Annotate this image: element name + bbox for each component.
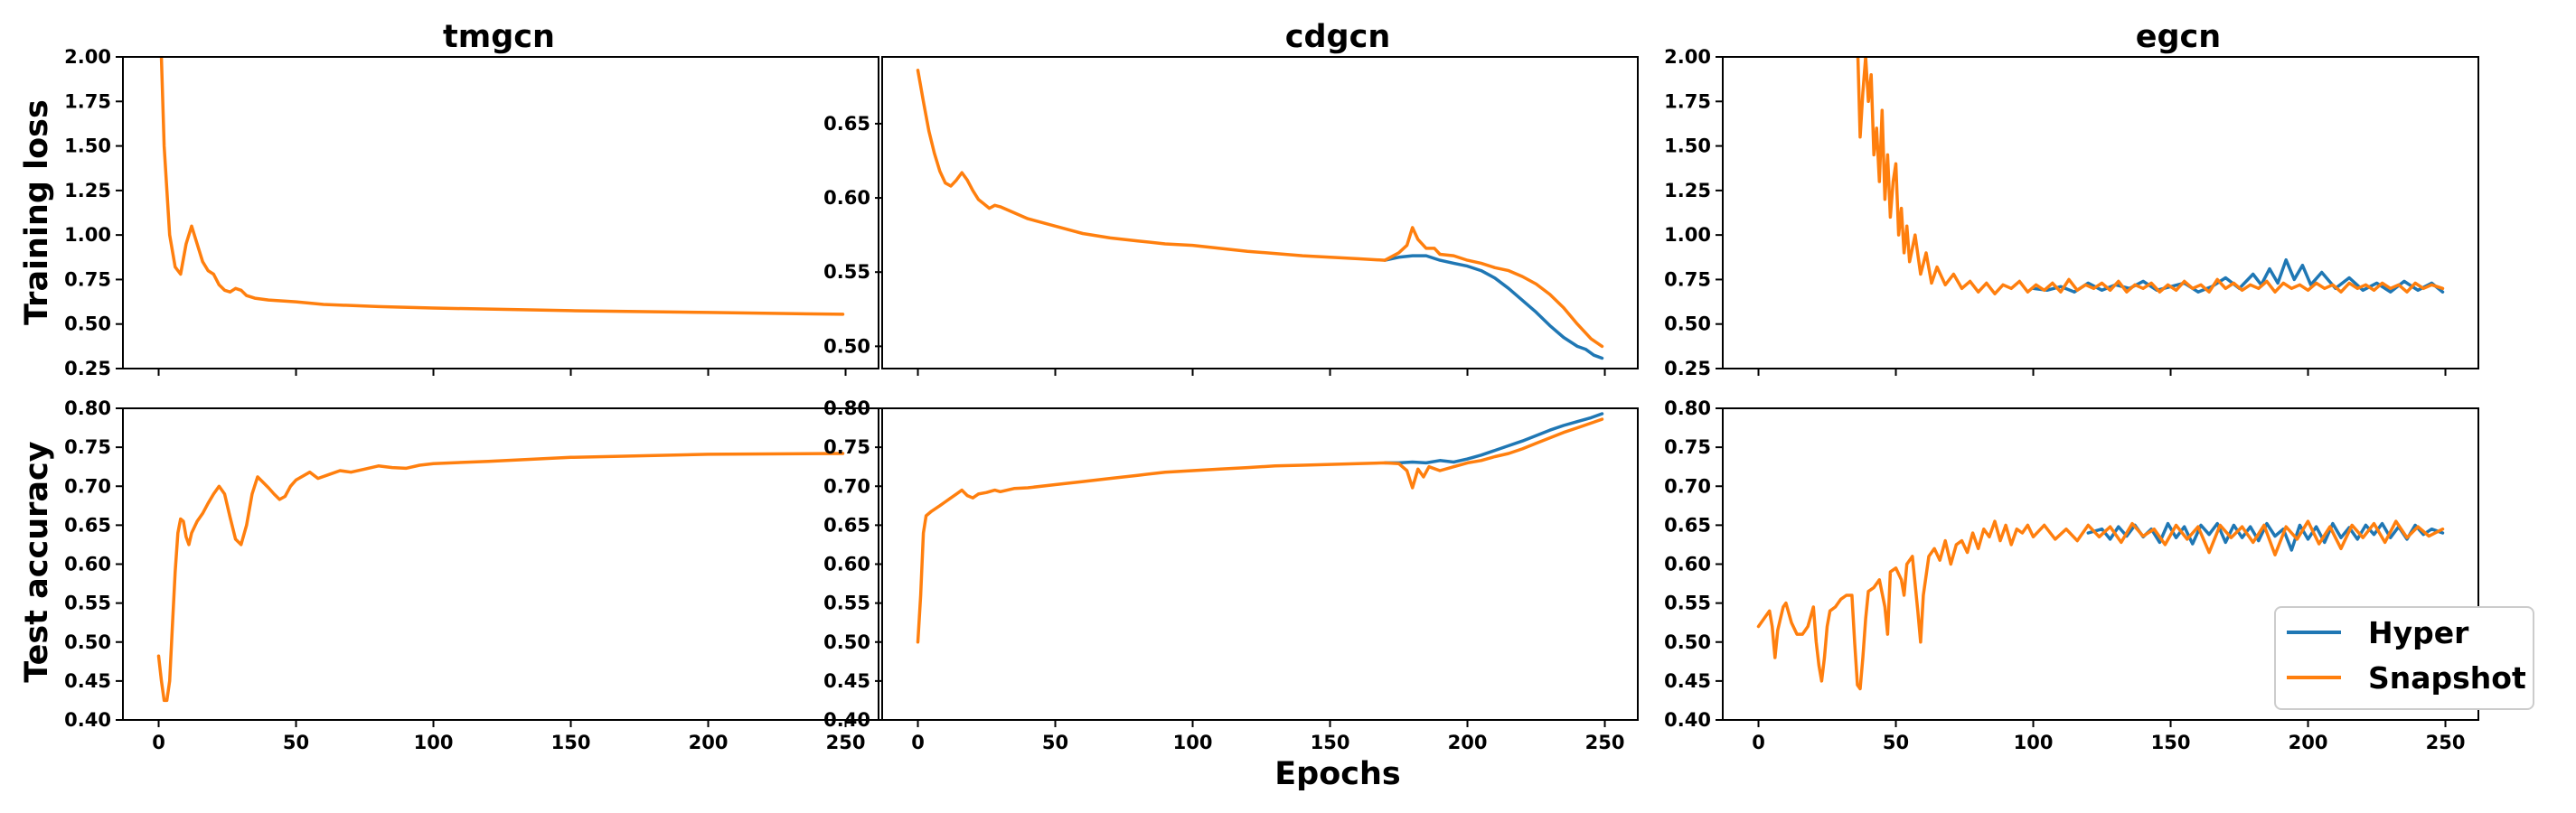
ytick-label-egcn-loss: 1.25 bbox=[1664, 180, 1711, 201]
series-line-cdgcn-loss-hyper bbox=[1383, 254, 1604, 360]
xtick-label-tmgcn-acc: 250 bbox=[826, 732, 866, 753]
ytick-label-cdgcn-acc: 0.65 bbox=[823, 514, 870, 536]
ytick-label-cdgcn-loss: 0.55 bbox=[823, 261, 870, 283]
ytick-label-tmgcn-acc: 0.55 bbox=[64, 593, 111, 614]
ytick-label-cdgcn-acc: 0.45 bbox=[823, 670, 870, 692]
ytick-label-cdgcn-acc: 0.70 bbox=[823, 475, 870, 497]
ytick-label-tmgcn-loss: 2.00 bbox=[64, 46, 111, 68]
panel-cdgcn-loss: 0.50 0.55 0.60 0.65 bbox=[823, 56, 1639, 376]
panel-tmgcn-acc: 0.40 0.45 0.50 0.55 0.60 0.65 0.70 0.75 0.80 0 50 1… bbox=[64, 397, 879, 753]
xtick-label-tmgcn-acc: 200 bbox=[689, 732, 729, 753]
xtick-label-cdgcn-acc: 50 bbox=[1042, 732, 1068, 753]
series-line-egcn-loss-snapshot bbox=[1856, 57, 2445, 295]
ytick-label-tmgcn-loss: 1.75 bbox=[64, 90, 111, 112]
ytick-label-egcn-acc: 0.40 bbox=[1664, 709, 1711, 731]
axes-frame-egcn-loss bbox=[1722, 56, 2479, 369]
figure-xlabel: Epochs bbox=[1274, 756, 1401, 792]
ytick-label-tmgcn-loss: 1.50 bbox=[64, 136, 111, 157]
ytick-label-egcn-loss: 1.75 bbox=[1664, 90, 1711, 112]
ytick-label-egcn-acc: 0.50 bbox=[1664, 631, 1711, 653]
xtick-label-egcn-acc: 150 bbox=[2151, 732, 2191, 753]
xtick-label-egcn-acc: 100 bbox=[2014, 732, 2054, 753]
xtick-label-egcn-acc: 0 bbox=[1752, 732, 1765, 753]
ytick-label-cdgcn-acc: 0.60 bbox=[823, 554, 870, 575]
row-label-training-loss: Training loss bbox=[19, 99, 55, 325]
ytick-label-tmgcn-loss: 0.50 bbox=[64, 313, 111, 335]
panel-title-cdgcn: cdgcn bbox=[1285, 19, 1391, 55]
series-group-cdgcn-acc bbox=[916, 412, 1604, 644]
ytick-label-egcn-loss: 0.25 bbox=[1664, 358, 1711, 379]
ytick-label-tmgcn-acc: 0.45 bbox=[64, 670, 111, 692]
ytick-label-tmgcn-acc: 0.70 bbox=[64, 475, 111, 497]
ytick-label-egcn-acc: 0.65 bbox=[1664, 514, 1711, 536]
xtick-label-egcn-acc: 50 bbox=[1883, 732, 1909, 753]
ytick-label-cdgcn-loss: 0.65 bbox=[823, 113, 870, 135]
series-group-egcn-acc bbox=[1756, 519, 2445, 691]
axes-frame-tmgcn-loss bbox=[122, 56, 879, 369]
ytick-label-egcn-loss: 1.00 bbox=[1664, 224, 1711, 246]
ytick-label-cdgcn-loss: 0.50 bbox=[823, 335, 870, 357]
ytick-label-cdgcn-acc: 0.55 bbox=[823, 593, 870, 614]
row-label-test-accuracy: Test accuracy bbox=[19, 441, 55, 682]
legend-label-snapshot: Snapshot bbox=[2368, 660, 2526, 696]
legend: Hyper Snapshot bbox=[2274, 606, 2534, 710]
ytick-label-tmgcn-acc: 0.60 bbox=[64, 554, 111, 575]
series-line-cdgcn-acc-snapshot bbox=[916, 417, 1604, 644]
ytick-label-cdgcn-acc: 0.80 bbox=[823, 397, 870, 419]
series-line-tmgcn-acc-snapshot bbox=[156, 452, 845, 703]
ytick-label-cdgcn-loss: 0.60 bbox=[823, 187, 870, 209]
series-line-egcn-acc-snapshot bbox=[1756, 519, 2445, 691]
series-line-cdgcn-loss-snapshot bbox=[916, 69, 1604, 349]
xtick-label-cdgcn-acc: 250 bbox=[1585, 732, 1625, 753]
xtick-label-egcn-acc: 200 bbox=[2289, 732, 2328, 753]
series-group-egcn-loss bbox=[1856, 57, 2445, 295]
ytick-label-egcn-acc: 0.55 bbox=[1664, 593, 1711, 614]
ytick-label-cdgcn-acc: 0.50 bbox=[823, 631, 870, 653]
ytick-label-tmgcn-acc: 0.80 bbox=[64, 397, 111, 419]
series-group-cdgcn-loss bbox=[916, 69, 1604, 360]
ytick-label-egcn-acc: 0.60 bbox=[1664, 554, 1711, 575]
legend-label-hyper: Hyper bbox=[2368, 615, 2469, 650]
ytick-label-tmgcn-loss: 0.75 bbox=[64, 268, 111, 290]
xtick-label-tmgcn-acc: 50 bbox=[283, 732, 309, 753]
axes-frame-cdgcn-loss bbox=[881, 56, 1639, 369]
panel-cdgcn-acc: 0.40 0.45 0.50 0.55 0.60 0.65 0.70 0.75 0.80 0 50 1… bbox=[823, 397, 1639, 753]
ytick-label-tmgcn-loss: 1.25 bbox=[64, 180, 111, 201]
ytick-label-tmgcn-loss: 0.25 bbox=[64, 358, 111, 379]
xtick-label-egcn-acc: 250 bbox=[2426, 732, 2466, 753]
series-line-cdgcn-acc-hyper bbox=[1383, 412, 1604, 465]
ytick-label-egcn-acc: 0.75 bbox=[1664, 436, 1711, 458]
ytick-label-egcn-acc: 0.70 bbox=[1664, 475, 1711, 497]
xtick-label-tmgcn-acc: 0 bbox=[152, 732, 165, 753]
series-group-tmgcn-loss bbox=[159, 57, 845, 316]
ytick-label-tmgcn-acc: 0.65 bbox=[64, 514, 111, 536]
panel-egcn-loss: 0.25 0.50 0.75 1.00 1.25 1.50 1.75 2.00 bbox=[1664, 46, 2479, 379]
xtick-label-tmgcn-acc: 100 bbox=[414, 732, 454, 753]
ytick-label-tmgcn-acc: 0.75 bbox=[64, 436, 111, 458]
ytick-label-egcn-loss: 2.00 bbox=[1664, 46, 1711, 68]
panel-title-egcn: egcn bbox=[2136, 19, 2221, 55]
panel-title-tmgcn: tmgcn bbox=[443, 19, 555, 55]
series-line-tmgcn-loss-snapshot bbox=[159, 57, 845, 316]
ytick-label-egcn-acc: 0.80 bbox=[1664, 397, 1711, 419]
ytick-label-egcn-acc: 0.45 bbox=[1664, 670, 1711, 692]
xtick-label-cdgcn-acc: 200 bbox=[1448, 732, 1488, 753]
ytick-label-egcn-loss: 1.50 bbox=[1664, 136, 1711, 157]
xtick-label-cdgcn-acc: 0 bbox=[911, 732, 925, 753]
ytick-label-egcn-loss: 0.50 bbox=[1664, 313, 1711, 335]
xtick-label-tmgcn-acc: 150 bbox=[551, 732, 591, 753]
xtick-label-cdgcn-acc: 100 bbox=[1173, 732, 1213, 753]
ytick-label-tmgcn-loss: 1.00 bbox=[64, 224, 111, 246]
ytick-label-cdgcn-acc: 0.40 bbox=[823, 709, 870, 731]
series-group-tmgcn-acc bbox=[156, 452, 845, 703]
ytick-label-tmgcn-acc: 0.40 bbox=[64, 709, 111, 731]
xtick-label-cdgcn-acc: 150 bbox=[1311, 732, 1350, 753]
ytick-label-tmgcn-acc: 0.50 bbox=[64, 631, 111, 653]
panel-egcn-acc: 0.40 0.45 0.50 0.55 0.60 0.65 0.70 0.75 0.80 0 50 1… bbox=[1664, 397, 2479, 753]
panel-tmgcn-loss: 0.25 0.50 0.75 1.00 1.25 1.50 1.75 2.00 bbox=[64, 46, 879, 379]
ytick-label-egcn-loss: 0.75 bbox=[1664, 268, 1711, 290]
ytick-label-cdgcn-acc: 0.75 bbox=[823, 436, 870, 458]
panels-layer: 0.25 0.50 0.75 1.00 1.25 1.50 1.75 2.00 0.50 0.55… bbox=[64, 46, 2479, 753]
